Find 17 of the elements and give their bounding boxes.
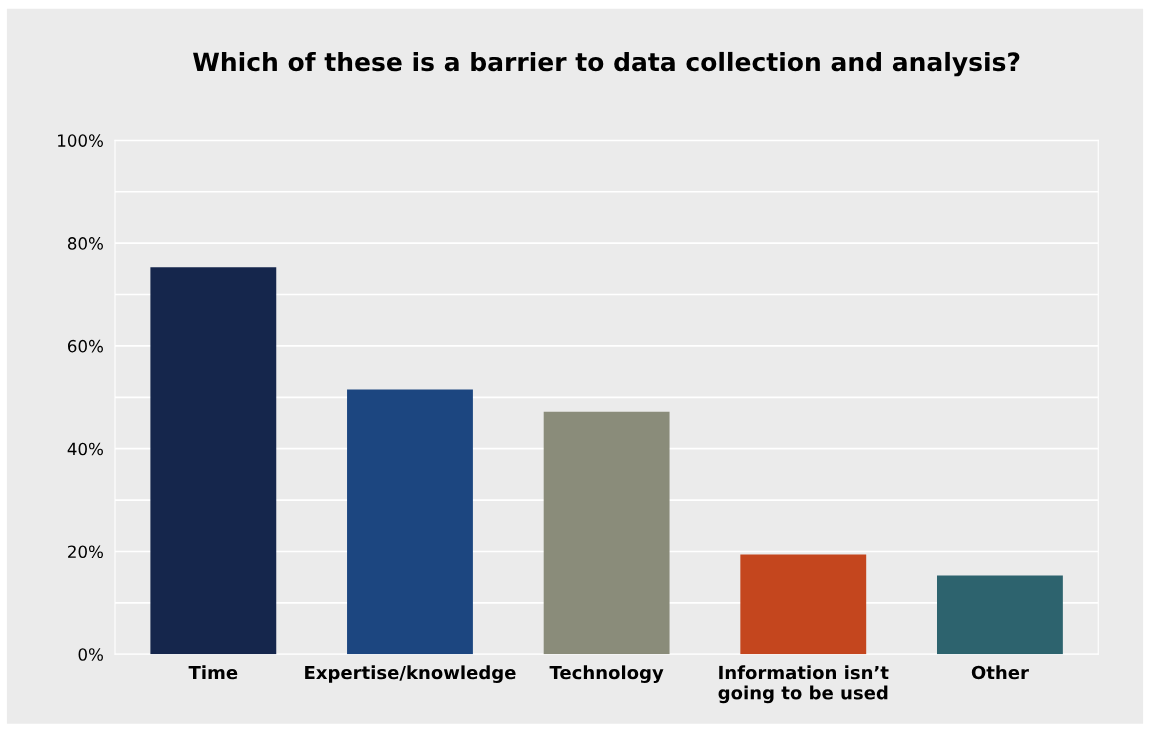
x-tick-label: Other bbox=[971, 665, 1029, 680]
bar bbox=[937, 575, 1063, 655]
y-tick-label: 100% bbox=[58, 134, 103, 147]
y-tick-label: 20% bbox=[68, 545, 103, 559]
y-tick-label: 80% bbox=[67, 237, 103, 250]
bar bbox=[150, 267, 277, 655]
x-tick-label: Technology bbox=[549, 665, 664, 683]
x-tick-label: Information isn’t going to be used bbox=[718, 665, 889, 704]
chart-title: Which of these is a barrier to data collection and analysis? bbox=[193, 51, 1020, 77]
bar bbox=[347, 389, 473, 655]
y-tick-label: 60% bbox=[68, 339, 103, 353]
x-tick-label: Expertise/knowledge bbox=[305, 665, 516, 683]
x-tick-label: Time bbox=[188, 665, 238, 680]
bar bbox=[543, 411, 670, 655]
y-tick-label: 0% bbox=[78, 648, 103, 661]
bar bbox=[740, 554, 867, 655]
y-tick-label: 40% bbox=[67, 442, 103, 456]
